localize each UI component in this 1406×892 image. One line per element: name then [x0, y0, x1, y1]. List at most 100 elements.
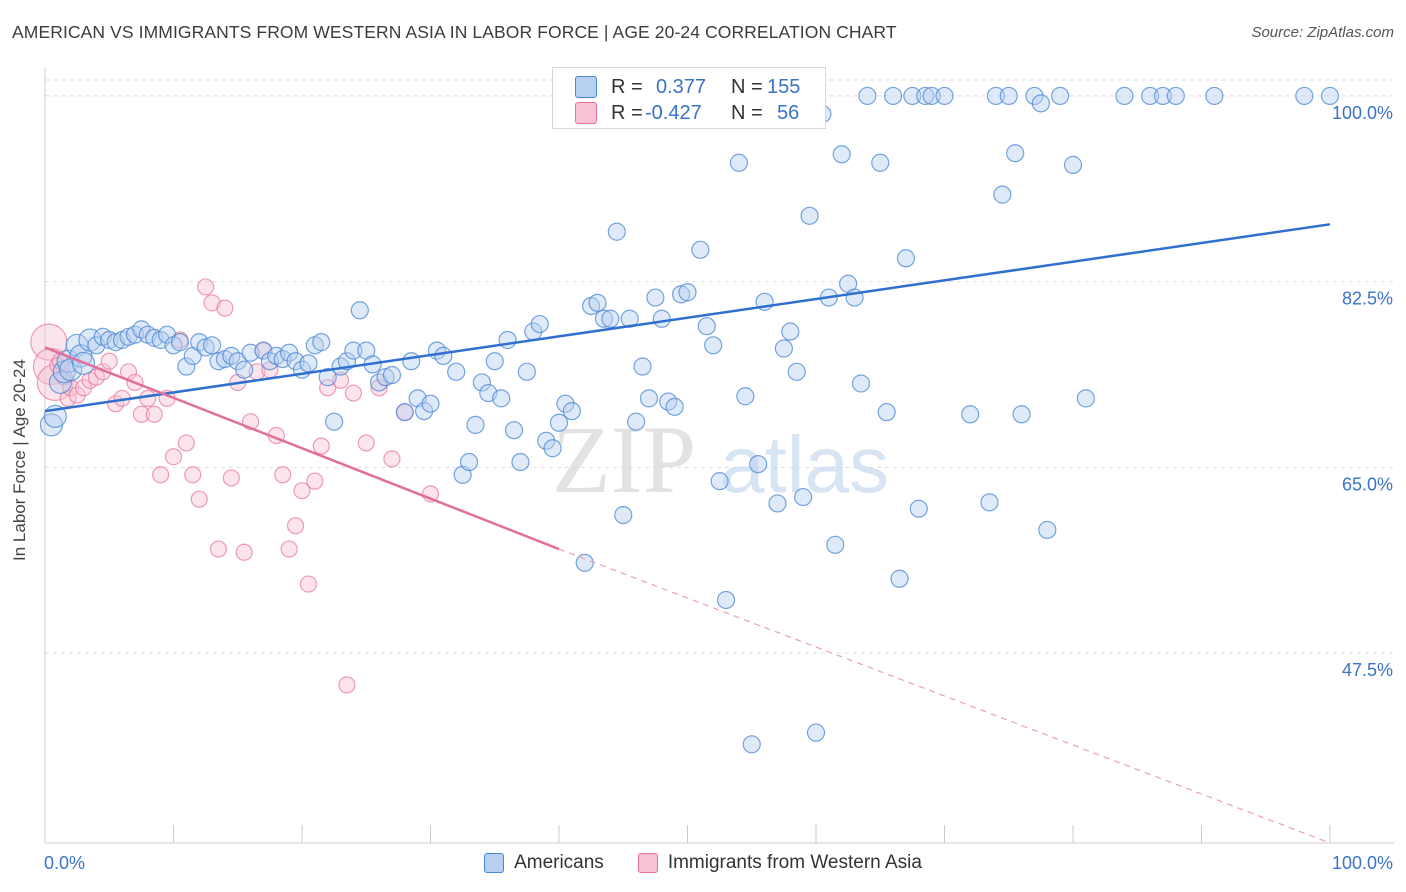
n-label: N =: [731, 101, 763, 124]
americans-point: [447, 362, 466, 381]
americans-point: [472, 373, 491, 392]
americans-point: [1031, 94, 1050, 113]
americans-point: [202, 336, 222, 355]
americans-swatch: [575, 76, 597, 98]
americans-point: [832, 145, 851, 164]
americans-point: [1006, 144, 1025, 163]
tick-labels: 47.5% 65.0% 82.5% 100.0% 0.0% 100.0%: [44, 103, 1393, 873]
americans-point: [806, 723, 826, 742]
americans-point: [858, 86, 877, 106]
americans-point: [871, 153, 890, 172]
americans-point: [851, 374, 871, 393]
americans-point: [639, 389, 659, 408]
americans-point: [646, 288, 665, 307]
americans-point: [652, 309, 671, 328]
series-legend: Americans Immigrants from Western Asia: [0, 852, 1406, 874]
immigrants-point: [203, 294, 221, 312]
americans-point: [986, 86, 1006, 106]
immigrants-point: [235, 543, 253, 561]
americans-point: [594, 309, 614, 328]
legend-item-americans: Americans: [484, 852, 604, 874]
watermark-atlas: atlas: [720, 420, 889, 509]
immigrants-point: [383, 450, 401, 468]
americans-point: [350, 301, 369, 320]
immigrants-point: [139, 389, 157, 407]
americans-r-value: 0.377: [656, 75, 707, 98]
immigrants-point: [370, 379, 388, 397]
americans-point: [768, 494, 787, 513]
americans-point: [459, 452, 479, 472]
americans-point: [691, 240, 710, 259]
americans-point: [414, 401, 434, 421]
americans-point: [543, 439, 562, 458]
immigrants-point: [319, 379, 337, 397]
americans-point: [601, 309, 620, 328]
americans-point: [1025, 86, 1044, 106]
immigrants-trend-line: [44, 346, 560, 551]
americans-point: [177, 357, 196, 376]
axes: [44, 68, 1394, 844]
r-label: R =: [611, 75, 643, 98]
americans-point: [1320, 86, 1340, 106]
americans-point: [235, 360, 254, 379]
immigrants-point: [197, 278, 215, 296]
immigrants-legend-swatch: [637, 853, 658, 873]
immigrants-point: [145, 405, 163, 423]
americans-point: [1153, 86, 1173, 106]
americans-point: [575, 553, 594, 572]
americans-point: [626, 412, 646, 431]
immigrants-point: [152, 466, 170, 484]
y-tick-label: 65.0%: [1342, 474, 1393, 494]
stats-row-immigrants: R = -0.427 N = 56: [553, 99, 825, 127]
americans-point: [1166, 86, 1185, 106]
immigrants-point: [209, 540, 228, 558]
immigrants-point: [357, 434, 375, 452]
americans-point: [999, 86, 1018, 106]
americans-point: [402, 352, 421, 371]
legend-item-immigrants: Immigrants from Western Asia: [637, 852, 922, 874]
americans-point: [344, 341, 363, 360]
x-tick-label-min: 0.0%: [44, 853, 85, 873]
americans-point: [1295, 86, 1314, 106]
immigrants-point: [306, 472, 324, 490]
americans-point: [883, 86, 903, 106]
chart-title: AMERICAN VS IMMIGRANTS FROM WESTERN ASIA…: [12, 22, 897, 42]
americans-point: [736, 387, 755, 406]
immigrants-point: [177, 434, 195, 452]
immigrants-point: [190, 490, 208, 508]
y-tick-label: 100.0%: [1332, 103, 1393, 123]
americans-point: [961, 405, 980, 424]
americans-point: [742, 735, 761, 754]
immigrants-point: [216, 299, 234, 317]
watermark: ZIP atlas: [552, 406, 889, 513]
immigrants-point: [312, 437, 330, 455]
americans-trend-line: [44, 223, 1331, 413]
r-label: R =: [611, 101, 643, 124]
americans-point: [787, 362, 806, 381]
americans-point: [1063, 155, 1083, 174]
americans-point: [492, 389, 511, 408]
americans-point: [1205, 86, 1224, 106]
immigrants-swatch: [575, 102, 597, 124]
y-tick-label: 82.5%: [1342, 289, 1393, 309]
americans-point: [993, 185, 1012, 204]
americans-point: [826, 535, 845, 554]
immigrants-point: [132, 405, 150, 423]
americans-point: [562, 401, 581, 421]
americans-point: [504, 421, 524, 440]
immigrants-n-value: 56: [777, 101, 800, 124]
americans-point: [1076, 389, 1095, 408]
americans-point: [633, 357, 652, 376]
americans-n-value: 155: [767, 75, 801, 98]
americans-point: [704, 336, 723, 355]
americans-legend-label: Americans: [514, 852, 604, 873]
americans-point: [729, 153, 749, 172]
americans-point: [517, 362, 536, 381]
stats-row-americans: R = 0.377 N = 155: [553, 73, 825, 101]
n-label: N =: [731, 75, 763, 98]
americans-point: [903, 86, 922, 106]
americans-point: [299, 354, 318, 373]
americans-point: [980, 493, 999, 512]
immigrants-point: [286, 517, 305, 535]
immigrants-point: [222, 469, 240, 487]
